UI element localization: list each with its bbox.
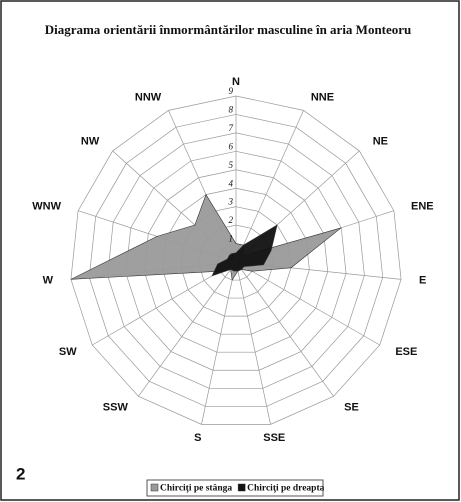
- axis-label: ESE: [395, 346, 417, 358]
- axis-label: E: [419, 275, 426, 287]
- spoke: [235, 261, 334, 397]
- axis-label: SSW: [103, 402, 129, 414]
- r-tick-label: 8: [229, 105, 234, 115]
- grid-ring: [88, 114, 384, 407]
- axis-label: SW: [59, 346, 77, 358]
- spoke: [201, 261, 237, 425]
- r-tick-label: 5: [229, 160, 234, 170]
- legend: Chirciţi pe stânga Chirciţi pe dreapta: [146, 479, 325, 497]
- axis-label: WNW: [32, 200, 61, 212]
- axis-label: S: [194, 432, 201, 444]
- series-area: [70, 193, 342, 281]
- legend-label: Chirciţi pe dreapta: [247, 484, 324, 494]
- series-area: [211, 224, 278, 277]
- grid-ring: [107, 132, 365, 389]
- axis-label: NNW: [135, 91, 162, 103]
- legend-box: [146, 479, 324, 497]
- r-tick-label: 7: [229, 123, 234, 133]
- axis-label: W: [43, 275, 54, 287]
- axis-label: N: [232, 76, 240, 88]
- legend-swatch: [150, 483, 159, 492]
- r-tick-label: 0: [229, 252, 234, 262]
- r-tick-label: 3: [228, 197, 234, 207]
- grid-ring: [162, 187, 310, 335]
- axis-label: NW: [81, 135, 100, 147]
- grid-ring: [70, 95, 402, 425]
- grid-ring: [143, 169, 329, 353]
- axis-label: SE: [344, 402, 359, 414]
- legend-label: Chirciţi pe stânga: [160, 484, 232, 494]
- spoke: [235, 110, 304, 263]
- axis-label: SSE: [263, 432, 285, 444]
- chart-title: Diagrama orientării înmormântărilor masc…: [45, 22, 412, 37]
- figure-number: 2: [16, 464, 25, 483]
- r-tick-label: 6: [229, 141, 234, 151]
- spoke: [235, 261, 380, 346]
- r-tick-label: 4: [229, 178, 234, 188]
- r-tick-label: 2: [229, 215, 234, 225]
- spoke: [235, 261, 271, 425]
- r-tick-label: 9: [229, 86, 234, 96]
- legend-swatch: [237, 483, 246, 492]
- axis-label: NE: [373, 135, 388, 147]
- axis-label: NNE: [311, 91, 334, 103]
- r-tick-label: 1: [229, 234, 234, 244]
- axis-label: ENE: [411, 200, 434, 212]
- grid-ring: [125, 150, 347, 371]
- spoke: [138, 261, 237, 397]
